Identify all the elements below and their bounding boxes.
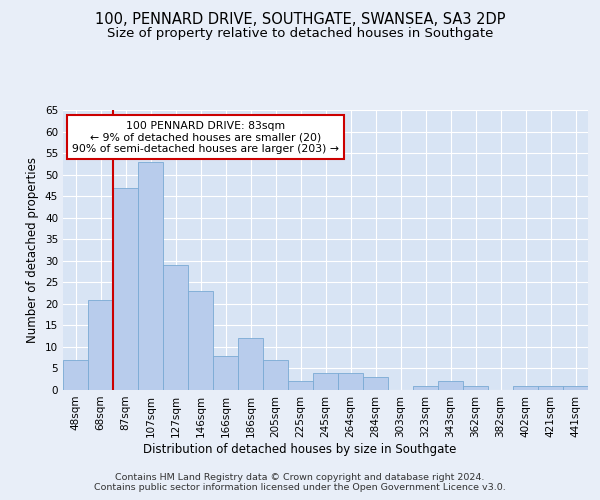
Bar (313, 373, 338, 390)
Bar (463, 386, 488, 390)
Text: Size of property relative to detached houses in Southgate: Size of property relative to detached ho… (107, 28, 493, 40)
Bar (163, 265, 188, 390)
Text: Contains HM Land Registry data © Crown copyright and database right 2024.
Contai: Contains HM Land Registry data © Crown c… (94, 472, 506, 492)
Text: Distribution of detached houses by size in Southgate: Distribution of detached houses by size … (143, 442, 457, 456)
Bar (63, 360, 88, 390)
Bar (263, 360, 288, 390)
Bar (513, 386, 538, 390)
Bar (338, 373, 363, 390)
Bar (138, 162, 163, 390)
Bar (363, 377, 388, 390)
Bar (288, 382, 313, 390)
Bar (538, 386, 563, 390)
Bar (413, 386, 438, 390)
Text: 100 PENNARD DRIVE: 83sqm
← 9% of detached houses are smaller (20)
90% of semi-de: 100 PENNARD DRIVE: 83sqm ← 9% of detache… (72, 121, 339, 154)
Bar (438, 382, 463, 390)
Bar (238, 338, 263, 390)
Bar (113, 188, 138, 390)
Y-axis label: Number of detached properties: Number of detached properties (26, 157, 40, 343)
Bar (88, 300, 113, 390)
Bar (563, 386, 588, 390)
Bar (213, 356, 238, 390)
Bar (188, 291, 213, 390)
Text: 100, PENNARD DRIVE, SOUTHGATE, SWANSEA, SA3 2DP: 100, PENNARD DRIVE, SOUTHGATE, SWANSEA, … (95, 12, 505, 28)
